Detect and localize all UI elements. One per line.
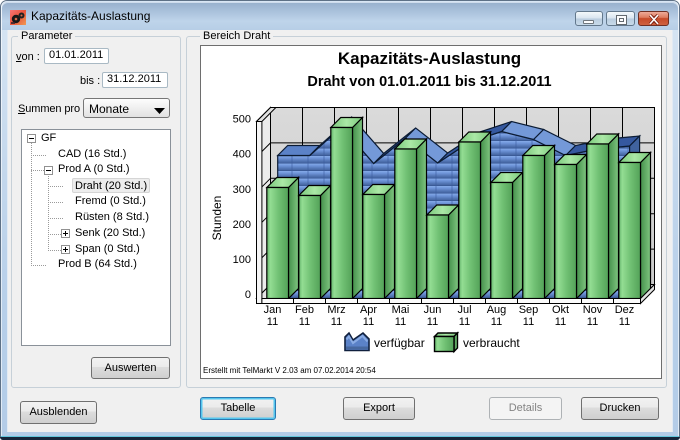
svg-text:Kapazitäts-Auslastung: Kapazitäts-Auslastung — [338, 49, 521, 68]
svg-text:11: 11 — [619, 316, 630, 328]
svg-text:0: 0 — [245, 289, 251, 301]
svg-text:Nov: Nov — [583, 304, 603, 316]
svg-text:Mai: Mai — [392, 304, 410, 316]
svg-text:500: 500 — [233, 114, 251, 126]
svg-text:11: 11 — [363, 316, 374, 328]
svg-text:Erstellt mit TelMarkt V 2.03 a: Erstellt mit TelMarkt V 2.03 am 07.02.20… — [203, 366, 376, 375]
svg-text:Mrz: Mrz — [327, 304, 345, 316]
svg-text:Apr: Apr — [360, 304, 377, 316]
svg-text:200: 200 — [233, 219, 251, 231]
svg-text:Stunden: Stunden — [210, 196, 224, 241]
svg-text:Sep: Sep — [519, 304, 539, 316]
svg-text:Dez: Dez — [615, 304, 635, 316]
svg-text:11: 11 — [459, 316, 470, 328]
svg-text:11: 11 — [427, 316, 438, 328]
svg-text:Okt: Okt — [552, 304, 569, 316]
svg-text:Jan: Jan — [264, 304, 282, 316]
svg-text:Jul: Jul — [457, 304, 471, 316]
svg-text:11: 11 — [299, 316, 310, 328]
svg-text:Feb: Feb — [295, 304, 314, 316]
svg-text:11: 11 — [395, 316, 406, 328]
svg-text:11: 11 — [555, 316, 566, 328]
svg-text:11: 11 — [267, 316, 278, 328]
svg-text:Aug: Aug — [487, 304, 507, 316]
svg-text:Draht von 01.01.2011 bis 31.12: Draht von 01.01.2011 bis 31.12.2011 — [307, 74, 551, 90]
svg-text:verfügbar: verfügbar — [374, 336, 425, 350]
svg-text:11: 11 — [491, 316, 502, 328]
svg-text:11: 11 — [587, 316, 598, 328]
svg-text:Jun: Jun — [424, 304, 442, 316]
svg-text:400: 400 — [233, 149, 251, 161]
svg-text:11: 11 — [331, 316, 342, 328]
svg-text:11: 11 — [523, 316, 534, 328]
svg-text:verbraucht: verbraucht — [463, 336, 520, 350]
svg-text:100: 100 — [233, 254, 251, 266]
svg-text:300: 300 — [233, 184, 251, 196]
